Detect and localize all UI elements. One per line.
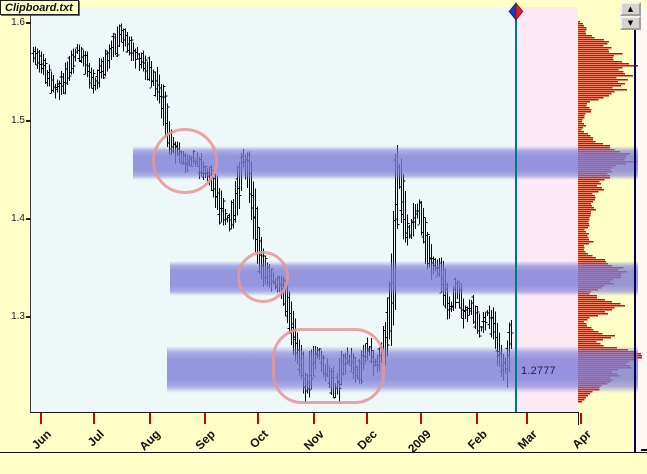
cursor-line[interactable]: [515, 7, 517, 413]
scroll-down-button[interactable]: ▼: [620, 16, 641, 30]
y-axis-label: 1.5: [11, 115, 25, 126]
x-axis-label: Nov: [300, 427, 327, 453]
x-axis-label: Oct: [246, 427, 271, 452]
forecast-zone: [517, 7, 578, 412]
cursor-marker-icon[interactable]: [508, 2, 524, 21]
x-axis-tick: [257, 413, 259, 424]
y-axis-tick: [26, 22, 31, 24]
x-axis-tick: [476, 413, 478, 424]
x-axis-tick: [526, 413, 528, 424]
scroll-spin-control: ▲ ▼: [620, 2, 641, 30]
y-axis-tick: [26, 316, 31, 318]
y-axis-tick: [26, 120, 31, 122]
plot-area: [31, 7, 516, 412]
x-axis-tick: [366, 413, 368, 424]
x-axis-tick: [580, 413, 582, 424]
y-axis-label: 1.6: [11, 17, 25, 28]
annotation-ellipse[interactable]: [237, 251, 289, 303]
plot-bottom-border: [30, 412, 579, 413]
x-axis-label: Feb: [464, 427, 490, 452]
x-axis-tick: [420, 413, 422, 424]
x-axis-label: Aug: [136, 427, 163, 454]
x-axis-tick: [93, 413, 95, 424]
volume-profile: [578, 21, 642, 403]
x-axis-label: Sep: [192, 427, 218, 453]
annotation-ellipse[interactable]: [152, 128, 218, 194]
x-axis-label: Mar: [514, 427, 540, 452]
x-axis-label: Dec: [354, 427, 380, 453]
document-tab[interactable]: Clipboard.txt: [0, 0, 79, 15]
x-axis-tick: [40, 413, 42, 424]
plot-corner-tick: [578, 412, 579, 425]
scroll-up-button[interactable]: ▲: [620, 2, 641, 16]
right-margin-pane: [636, 7, 647, 452]
pane-divider-line[interactable]: [634, 29, 636, 453]
y-axis-line: [30, 7, 31, 413]
x-axis-baseline: [0, 452, 647, 453]
x-axis-label: Jul: [84, 427, 107, 450]
last-price-label: 1.2777: [521, 365, 556, 377]
y-axis-label: 1.3: [11, 311, 25, 322]
x-axis-tick: [313, 413, 315, 424]
x-axis-tick: [204, 413, 206, 424]
y-axis-label: 1.4: [11, 213, 25, 224]
annotation-rounded-rect[interactable]: [272, 328, 385, 404]
support-zone-band[interactable]: [167, 346, 638, 393]
y-axis-tick: [26, 218, 31, 220]
x-axis-label: Jun: [28, 427, 54, 452]
x-axis-label: 2009: [405, 427, 434, 456]
x-axis-tick: [149, 413, 151, 424]
x-axis-end-tick: [641, 449, 647, 451]
